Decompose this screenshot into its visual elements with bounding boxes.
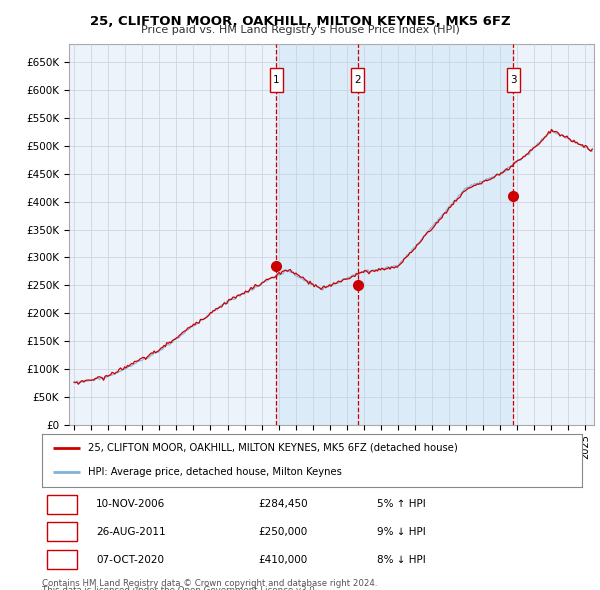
- FancyBboxPatch shape: [47, 550, 77, 569]
- Text: 8% ↓ HPI: 8% ↓ HPI: [377, 555, 425, 565]
- FancyBboxPatch shape: [507, 68, 520, 92]
- Text: 25, CLIFTON MOOR, OAKHILL, MILTON KEYNES, MK5 6FZ: 25, CLIFTON MOOR, OAKHILL, MILTON KEYNES…: [89, 15, 511, 28]
- Text: This data is licensed under the Open Government Licence v3.0.: This data is licensed under the Open Gov…: [42, 586, 317, 590]
- Text: Contains HM Land Registry data © Crown copyright and database right 2024.: Contains HM Land Registry data © Crown c…: [42, 579, 377, 588]
- Text: 07-OCT-2020: 07-OCT-2020: [96, 555, 164, 565]
- Text: £410,000: £410,000: [258, 555, 307, 565]
- FancyBboxPatch shape: [352, 68, 364, 92]
- FancyBboxPatch shape: [47, 522, 77, 542]
- Text: 26-AUG-2011: 26-AUG-2011: [96, 527, 166, 537]
- Bar: [277, 44, 514, 425]
- Text: 3: 3: [59, 555, 65, 565]
- Text: HPI: Average price, detached house, Milton Keynes: HPI: Average price, detached house, Milt…: [88, 467, 342, 477]
- Text: 2: 2: [59, 527, 65, 537]
- Text: 25, CLIFTON MOOR, OAKHILL, MILTON KEYNES, MK5 6FZ (detached house): 25, CLIFTON MOOR, OAKHILL, MILTON KEYNES…: [88, 443, 458, 453]
- FancyBboxPatch shape: [270, 68, 283, 92]
- Text: 1: 1: [59, 499, 65, 509]
- Text: 5% ↑ HPI: 5% ↑ HPI: [377, 499, 425, 509]
- Text: 9% ↓ HPI: 9% ↓ HPI: [377, 527, 425, 537]
- Text: Price paid vs. HM Land Registry's House Price Index (HPI): Price paid vs. HM Land Registry's House …: [140, 25, 460, 35]
- Text: 10-NOV-2006: 10-NOV-2006: [96, 499, 165, 509]
- Text: £284,450: £284,450: [258, 499, 308, 509]
- Text: 1: 1: [273, 75, 280, 85]
- FancyBboxPatch shape: [47, 494, 77, 514]
- Text: 2: 2: [355, 75, 361, 85]
- Text: £250,000: £250,000: [258, 527, 307, 537]
- Text: 3: 3: [510, 75, 517, 85]
